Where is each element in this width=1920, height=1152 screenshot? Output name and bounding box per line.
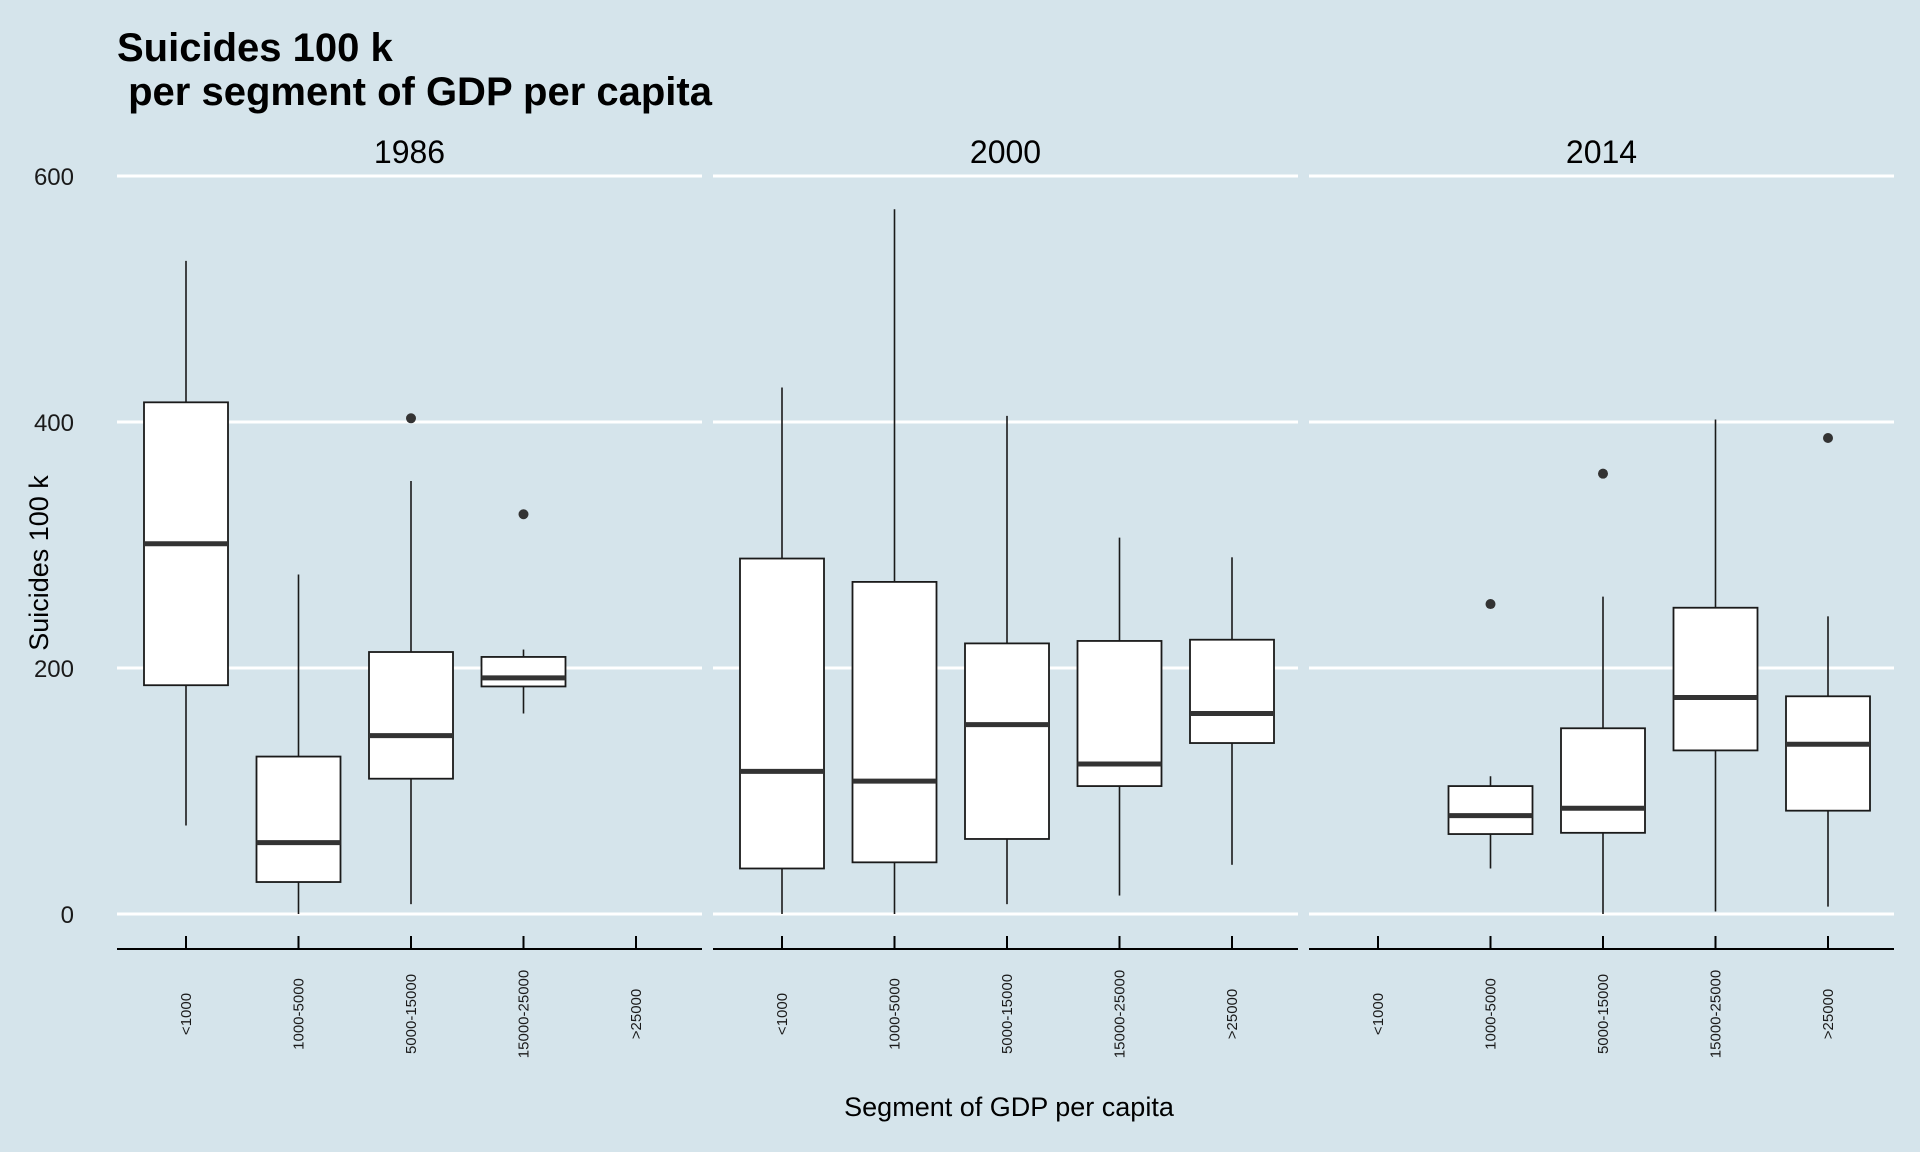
box-5000-15000 <box>368 413 454 905</box>
iqr-box <box>1447 785 1534 835</box>
iqr-box <box>255 755 342 883</box>
box-1000-5000 <box>1447 599 1534 869</box>
outlier-point <box>1485 599 1496 610</box>
box-1000-5000 <box>851 209 938 914</box>
outlier-point <box>1823 432 1833 443</box>
outlier-point <box>406 413 416 424</box>
facets: 1986 <1000 1000-5000 5000-15000 15000-25000 >… <box>117 134 1894 1058</box>
box-15000-25000 <box>1672 419 1759 912</box>
x-tick-label: 5000-15000 <box>999 974 1016 1054</box>
x-tick-label: 15000-25000 <box>1708 970 1725 1058</box>
box-1000-5000 <box>255 574 342 914</box>
iqr-box <box>964 642 1050 840</box>
x-tick-label: 15000-25000 <box>516 970 533 1058</box>
chart-title-line1: Suicides 100 k <box>117 26 393 70</box>
facet-label: 1986 <box>374 134 445 170</box>
box-15000-25000 <box>1076 537 1163 896</box>
facet-panel-1986: 1986 <1000 1000-5000 5000-15000 15000-25000 >… <box>117 134 702 1058</box>
iqr-box <box>1672 606 1759 752</box>
box-5000-15000 <box>964 415 1050 905</box>
box-<1000 <box>739 387 825 914</box>
y-tick-label: 400 <box>34 410 74 437</box>
x-tick-label: 5000-15000 <box>403 974 420 1054</box>
iqr-box <box>1189 638 1275 744</box>
box-<1000 <box>143 260 229 826</box>
iqr-box <box>1785 695 1871 812</box>
iqr-box <box>851 581 938 864</box>
x-tick-label: >25000 <box>1820 989 1837 1039</box>
y-tick-label: 200 <box>34 656 74 683</box>
box->25000 <box>1189 557 1275 865</box>
box->25000 <box>1785 432 1871 907</box>
y-tick-label: 0 <box>61 902 74 929</box>
chart-title-line2: per segment of GDP per capita <box>117 70 713 114</box>
outlier-point <box>1598 468 1608 479</box>
x-tick-label: >25000 <box>1224 989 1241 1039</box>
iqr-box <box>480 656 567 688</box>
iqr-box <box>1560 727 1646 834</box>
x-tick-label: 1000-5000 <box>291 978 308 1050</box>
x-tick-label: <1000 <box>1370 993 1387 1035</box>
facet-panel-2014: 2014 <1000 1000-5000 5000-15000 15000-25000 >… <box>1309 134 1894 1058</box>
y-axis: 0 200 400 600 <box>34 164 74 929</box>
box-5000-15000 <box>1560 468 1646 914</box>
box-15000-25000 <box>480 509 567 714</box>
facet-label: 2014 <box>1566 134 1637 170</box>
x-axis-title: Segment of GDP per capita <box>844 1092 1175 1122</box>
facet-label: 2000 <box>970 134 1041 170</box>
x-tick-label: <1000 <box>774 993 791 1035</box>
outlier-point <box>518 509 529 520</box>
x-tick-label: 1000-5000 <box>1483 978 1500 1050</box>
iqr-box <box>739 557 825 870</box>
x-tick-label: <1000 <box>178 993 195 1035</box>
y-axis-title: Suicides 100 k <box>24 475 54 651</box>
iqr-box <box>368 651 454 780</box>
x-tick-label: 1000-5000 <box>887 978 904 1050</box>
facet-panel-2000: 2000 <1000 1000-5000 5000-15000 15000-25000 >… <box>713 134 1298 1058</box>
x-tick-label: 15000-25000 <box>1112 970 1129 1058</box>
x-tick-label: 5000-15000 <box>1595 974 1612 1054</box>
x-tick-label: >25000 <box>628 989 645 1039</box>
y-tick-label: 600 <box>34 164 74 191</box>
